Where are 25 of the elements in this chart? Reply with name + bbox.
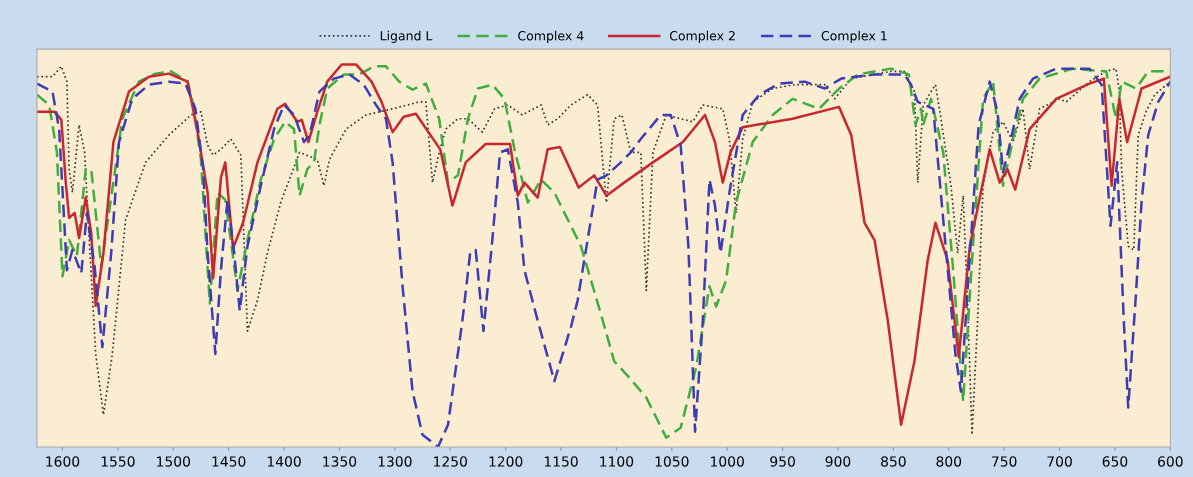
x-tick-label: 1200 (489, 456, 523, 467)
legend-label: Complex 4 (518, 30, 584, 43)
x-tick-label: 1250 (434, 456, 467, 467)
x-tick-label: 1400 (267, 456, 301, 467)
x-tick-label: 850 (881, 456, 906, 467)
x-tick-label: 1300 (378, 456, 412, 467)
x-tick-label: 900 (825, 456, 851, 467)
x-tick-label: 600 (1158, 456, 1183, 467)
x-tick-label: 950 (770, 456, 795, 467)
x-tick-label: 1050 (655, 456, 689, 467)
x-tick-label: 1350 (323, 456, 357, 467)
x-tick-label: 1000 (711, 456, 744, 467)
x-tick-label: 650 (1102, 456, 1128, 467)
x-tick-label: 1500 (157, 456, 190, 467)
x-tick-label: 1550 (101, 456, 135, 467)
x-tick-label: 1600 (46, 456, 80, 467)
x-tick-label: 1450 (212, 456, 246, 467)
x-tick-label: 800 (936, 456, 962, 467)
x-tick-label: 1150 (544, 456, 578, 467)
x-tick-label: 1100 (600, 456, 634, 467)
x-tick-label: 750 (992, 456, 1017, 467)
legend-label: Complex 1 (821, 30, 887, 43)
legend-label: Complex 2 (669, 30, 735, 43)
x-tick-label: 700 (1047, 456, 1072, 467)
legend-label: Ligand L (380, 30, 433, 43)
